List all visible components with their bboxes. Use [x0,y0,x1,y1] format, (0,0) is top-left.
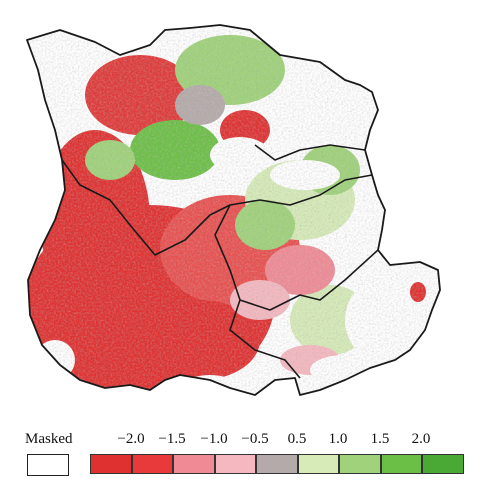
tick-label: 2.0 [411,431,431,447]
colorbar-bin [90,454,132,474]
precipitation-field [27,25,440,395]
internal-boundaries [61,144,379,379]
map-area [26,24,441,396]
colorbar [90,454,464,474]
region-outline [26,24,441,396]
colorbar-bin [173,454,215,474]
colorbar-bin [131,454,173,474]
colorbar-bin [422,454,464,474]
colorbar-bin [256,454,298,474]
colorbar-bin [214,454,256,474]
tick-label: 1.5 [370,431,390,447]
tick-label: −0.5 [241,431,269,447]
tick-label: 1.0 [328,431,348,447]
tick-label: 0.5 [287,431,307,447]
colorbar-bin [297,454,339,474]
tick-label: −1.0 [200,431,228,447]
colorbar-bin [339,454,381,474]
masked-swatch [27,454,69,476]
colorbar-bin [380,454,422,474]
tick-label: −1.5 [158,431,186,447]
masked-label: Masked [25,431,73,447]
tick-label: −2.0 [117,431,145,447]
